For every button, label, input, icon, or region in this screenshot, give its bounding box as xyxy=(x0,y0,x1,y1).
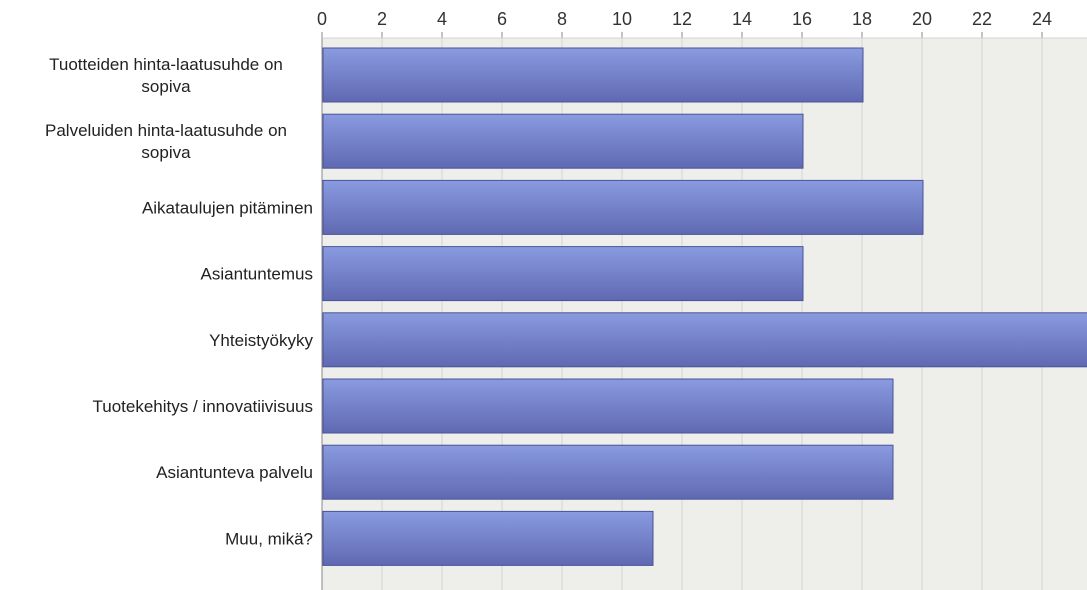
x-tick-label: 22 xyxy=(972,9,992,29)
x-tick-label: 8 xyxy=(557,9,567,29)
bar xyxy=(322,246,804,302)
x-tick-label: 20 xyxy=(912,9,932,29)
bar xyxy=(322,47,864,103)
bar xyxy=(322,179,924,235)
x-tick-label: 14 xyxy=(732,9,752,29)
bar xyxy=(322,444,894,500)
category-label: Palveluiden hinta-laatusuhde on sopiva xyxy=(45,121,287,162)
bar xyxy=(322,510,654,566)
bars xyxy=(322,47,1087,566)
x-tick-label: 6 xyxy=(497,9,507,29)
x-axis-ticks: 02468101214161820222426 xyxy=(317,9,1087,39)
x-tick-label: 4 xyxy=(437,9,447,29)
category-label: Muu, mikä? xyxy=(225,529,313,548)
category-label: Tuotteiden hinta-laatusuhde on sopiva xyxy=(49,55,283,96)
bar xyxy=(322,113,804,169)
x-tick-label: 2 xyxy=(377,9,387,29)
x-tick-label: 10 xyxy=(612,9,632,29)
bar xyxy=(322,312,1087,368)
category-label: Asiantuntemus xyxy=(201,265,313,284)
bar xyxy=(322,378,894,434)
category-label: Aikataulujen pitäminen xyxy=(142,198,313,217)
x-tick-label: 24 xyxy=(1032,9,1052,29)
x-tick-label: 12 xyxy=(672,9,692,29)
x-tick-label: 0 xyxy=(317,9,327,29)
category-label: Yhteistyökyky xyxy=(209,331,313,350)
category-label: Tuotekehitys / innovatiivisuus xyxy=(93,397,313,416)
category-labels: Tuotteiden hinta-laatusuhde on sopiva Palv… xyxy=(45,55,313,548)
x-tick-label: 16 xyxy=(792,9,812,29)
category-label: Asiantunteva palvelu xyxy=(156,463,313,482)
x-tick-label: 18 xyxy=(852,9,872,29)
